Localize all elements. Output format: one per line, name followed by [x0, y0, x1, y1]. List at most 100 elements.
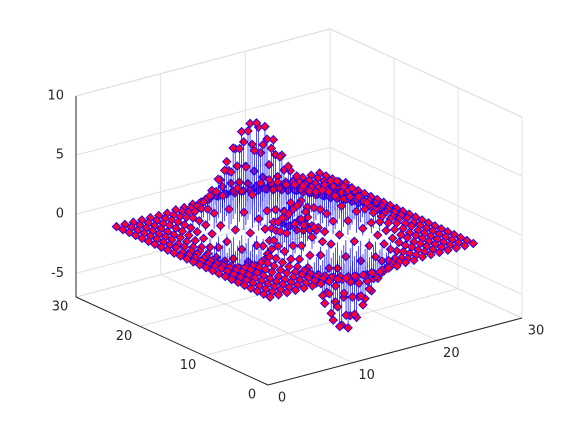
marker — [175, 251, 186, 261]
stem-point — [241, 162, 251, 225]
y-tick-label: 10 — [180, 358, 197, 373]
y-tick-label: 20 — [116, 329, 133, 344]
stem-point — [349, 271, 360, 281]
marker — [333, 274, 343, 284]
marker — [336, 201, 347, 211]
stem-point — [200, 220, 211, 231]
stem-point — [426, 249, 436, 260]
marker — [281, 179, 291, 190]
marker — [362, 276, 373, 286]
marker — [296, 241, 307, 251]
marker — [374, 216, 385, 227]
marker — [426, 249, 436, 260]
marker — [381, 225, 391, 236]
stem-point — [333, 274, 343, 284]
marker — [328, 216, 338, 226]
marker — [343, 215, 353, 226]
stem-point — [351, 206, 362, 233]
marker — [289, 179, 300, 190]
stem-point — [290, 219, 300, 254]
marker — [269, 235, 279, 246]
stem-point — [443, 245, 453, 255]
grid-line — [75, 28, 331, 97]
stem-point — [226, 167, 236, 225]
marker — [338, 181, 349, 192]
marker — [460, 240, 470, 251]
stem-point — [316, 278, 326, 289]
marker — [402, 232, 413, 243]
stem-point — [209, 208, 219, 229]
stem-point — [309, 202, 319, 226]
marker — [298, 220, 309, 231]
marker — [334, 230, 345, 240]
stem-point — [264, 174, 275, 224]
marker — [339, 288, 349, 299]
stem-point — [296, 241, 307, 257]
marker — [209, 208, 219, 219]
stem-point — [358, 223, 368, 236]
stem-point — [294, 254, 305, 265]
stem-point — [317, 236, 328, 247]
marker — [349, 236, 360, 247]
marker — [321, 208, 332, 219]
marker — [273, 241, 283, 251]
stem-point — [207, 229, 217, 239]
stem-point — [282, 287, 292, 298]
marker — [409, 255, 419, 266]
marker — [219, 165, 230, 176]
marker — [283, 161, 294, 172]
stem-point — [277, 257, 288, 268]
grid-line — [329, 146, 523, 236]
stem-point — [207, 265, 218, 276]
marker — [277, 213, 288, 223]
stem-point — [181, 212, 192, 223]
marker — [320, 298, 330, 309]
marker — [270, 204, 281, 215]
marker — [383, 263, 394, 273]
marker — [400, 257, 411, 268]
stem-point — [251, 118, 262, 218]
stem-point — [323, 187, 334, 227]
marker — [262, 206, 272, 216]
marker — [182, 254, 192, 264]
marker — [265, 292, 275, 302]
stem-point — [186, 223, 196, 233]
marker — [349, 271, 360, 281]
marker — [213, 174, 224, 185]
stem-point — [194, 216, 205, 228]
marker — [215, 220, 226, 231]
marker — [307, 232, 317, 242]
stem-point — [334, 255, 345, 332]
stem-point — [220, 271, 231, 282]
marker — [309, 202, 319, 213]
stem-point — [451, 243, 462, 253]
stem-point — [194, 260, 205, 270]
marker — [341, 273, 352, 283]
marker — [290, 219, 300, 229]
marker — [205, 190, 215, 201]
stem-point — [366, 217, 377, 234]
stem-point — [260, 121, 270, 216]
stem-point — [336, 201, 347, 233]
marker — [143, 236, 154, 247]
marker — [194, 260, 205, 270]
marker — [275, 226, 285, 237]
stem-point — [389, 224, 400, 235]
stem-point — [283, 161, 294, 214]
marker — [341, 310, 351, 321]
marker — [326, 176, 336, 186]
marker — [251, 118, 262, 128]
grid-line — [329, 229, 523, 319]
stem-point — [214, 268, 224, 279]
marker — [358, 270, 368, 280]
marker — [258, 139, 268, 150]
marker — [188, 257, 199, 267]
marker — [211, 186, 221, 197]
grid-line — [329, 28, 523, 118]
marker — [266, 244, 277, 254]
marker — [309, 222, 319, 233]
marker — [245, 228, 256, 238]
stem-point — [341, 273, 352, 283]
marker — [351, 206, 362, 217]
marker — [272, 177, 283, 187]
